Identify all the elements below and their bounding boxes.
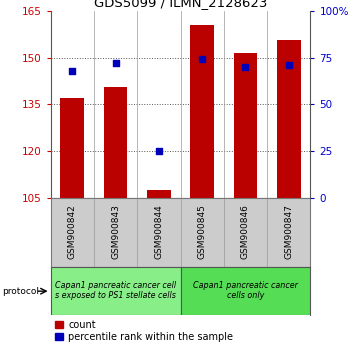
Point xyxy=(113,60,118,66)
Bar xyxy=(60,98,84,198)
Point xyxy=(156,149,162,154)
Text: Capan1 pancreatic cancer
cells only: Capan1 pancreatic cancer cells only xyxy=(193,280,298,300)
Point xyxy=(243,64,248,70)
Text: Capan1 pancreatic cancer cell
s exposed to PS1 stellate cells: Capan1 pancreatic cancer cell s exposed … xyxy=(55,280,176,300)
Bar xyxy=(104,87,127,198)
Legend: count, percentile rank within the sample: count, percentile rank within the sample xyxy=(55,320,233,342)
Text: protocol: protocol xyxy=(2,287,39,296)
Bar xyxy=(277,40,301,198)
Bar xyxy=(190,25,214,198)
Text: GSM900847: GSM900847 xyxy=(284,204,293,259)
Text: GSM900846: GSM900846 xyxy=(241,204,250,259)
Bar xyxy=(234,53,257,198)
Point xyxy=(286,62,292,68)
Point xyxy=(69,68,75,74)
Bar xyxy=(147,190,171,198)
Text: GSM900842: GSM900842 xyxy=(68,204,77,258)
Text: GSM900844: GSM900844 xyxy=(155,204,163,258)
Bar xyxy=(51,267,180,315)
Text: GSM900845: GSM900845 xyxy=(198,204,206,259)
Text: GSM900843: GSM900843 xyxy=(111,204,120,259)
Title: GDS5099 / ILMN_2128623: GDS5099 / ILMN_2128623 xyxy=(94,0,267,10)
Bar xyxy=(180,267,310,315)
Point xyxy=(199,57,205,62)
